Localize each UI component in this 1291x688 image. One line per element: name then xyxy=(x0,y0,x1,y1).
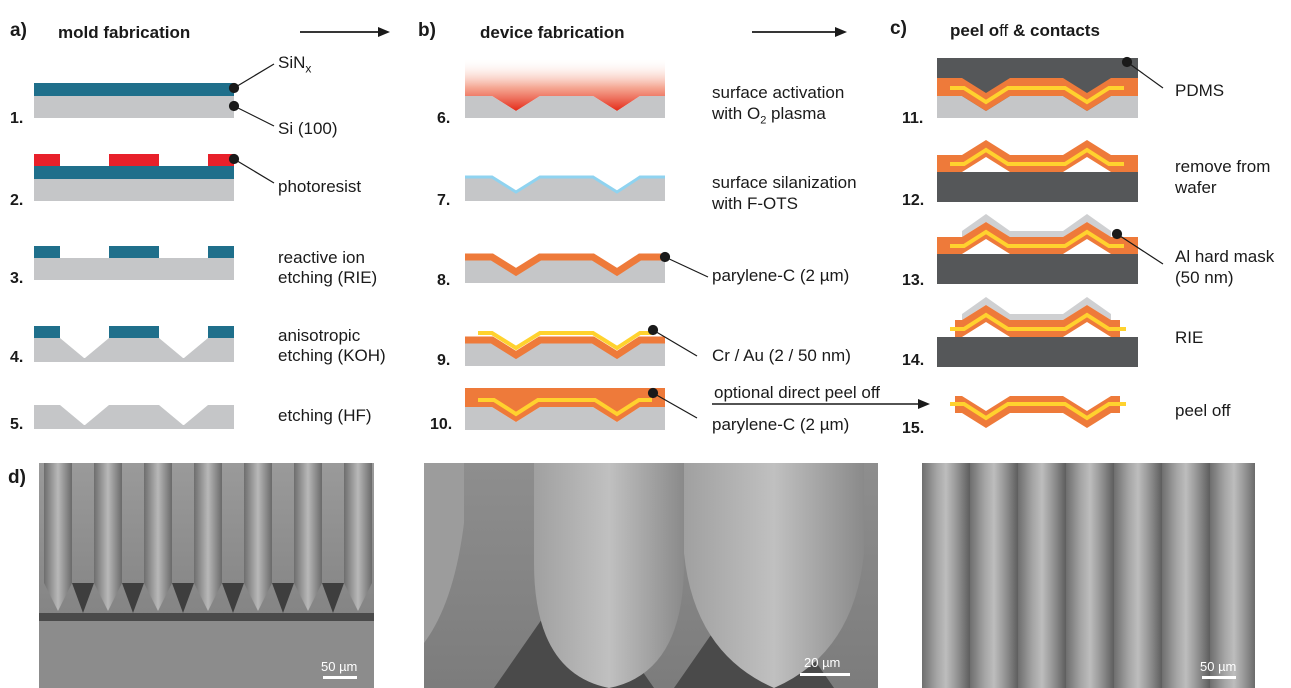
step-number-8: 8. xyxy=(437,272,451,289)
step-number-6: 6. xyxy=(437,110,451,127)
sem-image-3: 50 µm xyxy=(922,463,1255,688)
panel-c-title-post: & contacts xyxy=(1008,21,1100,40)
step-number-1: 1. xyxy=(10,110,24,127)
step-15-graphic xyxy=(950,396,1126,428)
label-al-line2: (50 nm) xyxy=(1175,268,1234,287)
label-rie-line1: reactive ion xyxy=(278,248,365,267)
panel-d-letter: d) xyxy=(8,467,26,488)
panel-b-letter: b) xyxy=(418,20,436,41)
leader-lines xyxy=(228,56,1164,419)
label-optional-peel: optional direct peel off xyxy=(714,383,881,402)
label-remove-line1: remove from xyxy=(1175,157,1271,176)
label-pdms: PDMS xyxy=(1175,81,1225,100)
panel-c-title-ff: ff xyxy=(999,21,1009,40)
step-number-12: 12. xyxy=(902,192,925,209)
label-photoresist: photoresist xyxy=(278,177,362,196)
label-activation-o: with O xyxy=(712,104,761,123)
flow-arrow-b-c xyxy=(752,27,847,37)
label-remove-line2: wafer xyxy=(1175,178,1217,197)
label-al-line1: Al hard mask xyxy=(1175,247,1275,266)
scalebar-3-label: 50 µm xyxy=(1200,659,1237,674)
step-7-graphic xyxy=(465,175,665,201)
step-5-graphic xyxy=(34,405,234,429)
panel-c-title: peel off & contacts xyxy=(950,20,1100,42)
step-number-7: 7. xyxy=(437,192,451,209)
step-12-graphic xyxy=(937,140,1138,202)
step-number-11: 11. xyxy=(902,110,924,127)
label-hf: etching (HF) xyxy=(278,406,372,425)
step-number-3: 3. xyxy=(10,270,24,287)
sem-image-1: 50 µm xyxy=(39,463,374,688)
sem-image-2: 20 µm xyxy=(424,463,878,688)
panel-c-letter: c) xyxy=(890,18,907,39)
step-number-15: 15. xyxy=(902,420,925,437)
label-activation-sub: 2 xyxy=(760,114,767,127)
label-parylene-1: parylene-C (2 µm) xyxy=(712,266,850,285)
step-number-5: 5. xyxy=(10,416,24,433)
step-6-graphic xyxy=(465,58,665,118)
label-activation-plasma: plasma xyxy=(766,104,826,123)
step-11-graphic xyxy=(937,58,1138,118)
step-3-graphic xyxy=(34,246,234,280)
step-8-graphic xyxy=(465,253,665,283)
panel-a-letter: a) xyxy=(10,20,27,41)
label-koh-line2: etching (KOH) xyxy=(278,346,386,365)
scalebar-2-label: 20 µm xyxy=(804,655,841,670)
label-sin-main: SiN xyxy=(278,53,306,72)
step-number-2: 2. xyxy=(10,192,24,209)
flow-arrow-a-b xyxy=(300,27,390,37)
step-10-graphic xyxy=(465,388,665,430)
label-silanization-line1: surface silanization xyxy=(712,173,857,192)
label-sin: SiNx xyxy=(278,52,311,79)
scalebar-2 xyxy=(800,673,850,676)
panel-a-title: mold fabrication xyxy=(58,23,191,42)
fabrication-diagram xyxy=(34,27,1164,430)
label-parylene-2: parylene-C (2 µm) xyxy=(712,415,850,434)
label-activation-line2: with O2 plasma xyxy=(712,103,826,131)
step-number-10: 10. xyxy=(430,416,453,433)
step-1-graphic xyxy=(34,83,234,118)
scalebar-1 xyxy=(323,676,357,679)
optional-peel-arrow xyxy=(712,399,930,409)
label-peel-off: peel off xyxy=(1175,401,1231,420)
step-13-graphic xyxy=(937,214,1138,284)
step-number-9: 9. xyxy=(437,352,451,369)
panel-c-title-pre: peel o xyxy=(950,21,1000,40)
step-14-graphic xyxy=(937,297,1138,367)
step-4-graphic xyxy=(34,326,234,362)
scalebar-1-label: 50 µm xyxy=(321,659,358,674)
step-9-graphic xyxy=(465,331,665,366)
label-rie-line2: etching (RIE) xyxy=(278,268,378,287)
step-2-graphic xyxy=(34,154,234,201)
label-sin-sub: x xyxy=(305,61,312,76)
label-silanization-line2: with F-OTS xyxy=(712,194,798,213)
step-number-13: 13. xyxy=(902,272,925,289)
label-si: Si (100) xyxy=(278,119,338,138)
panel-b-title: device fabrication xyxy=(480,23,625,42)
label-koh-line1: anisotropic xyxy=(278,326,361,345)
step-number-4: 4. xyxy=(10,349,24,366)
scalebar-3 xyxy=(1202,676,1236,679)
label-rie-c: RIE xyxy=(1175,328,1204,347)
step-number-14: 14. xyxy=(902,352,925,369)
label-crau: Cr / Au (2 / 50 nm) xyxy=(712,346,851,365)
label-activation-line1: surface activation xyxy=(712,83,845,102)
